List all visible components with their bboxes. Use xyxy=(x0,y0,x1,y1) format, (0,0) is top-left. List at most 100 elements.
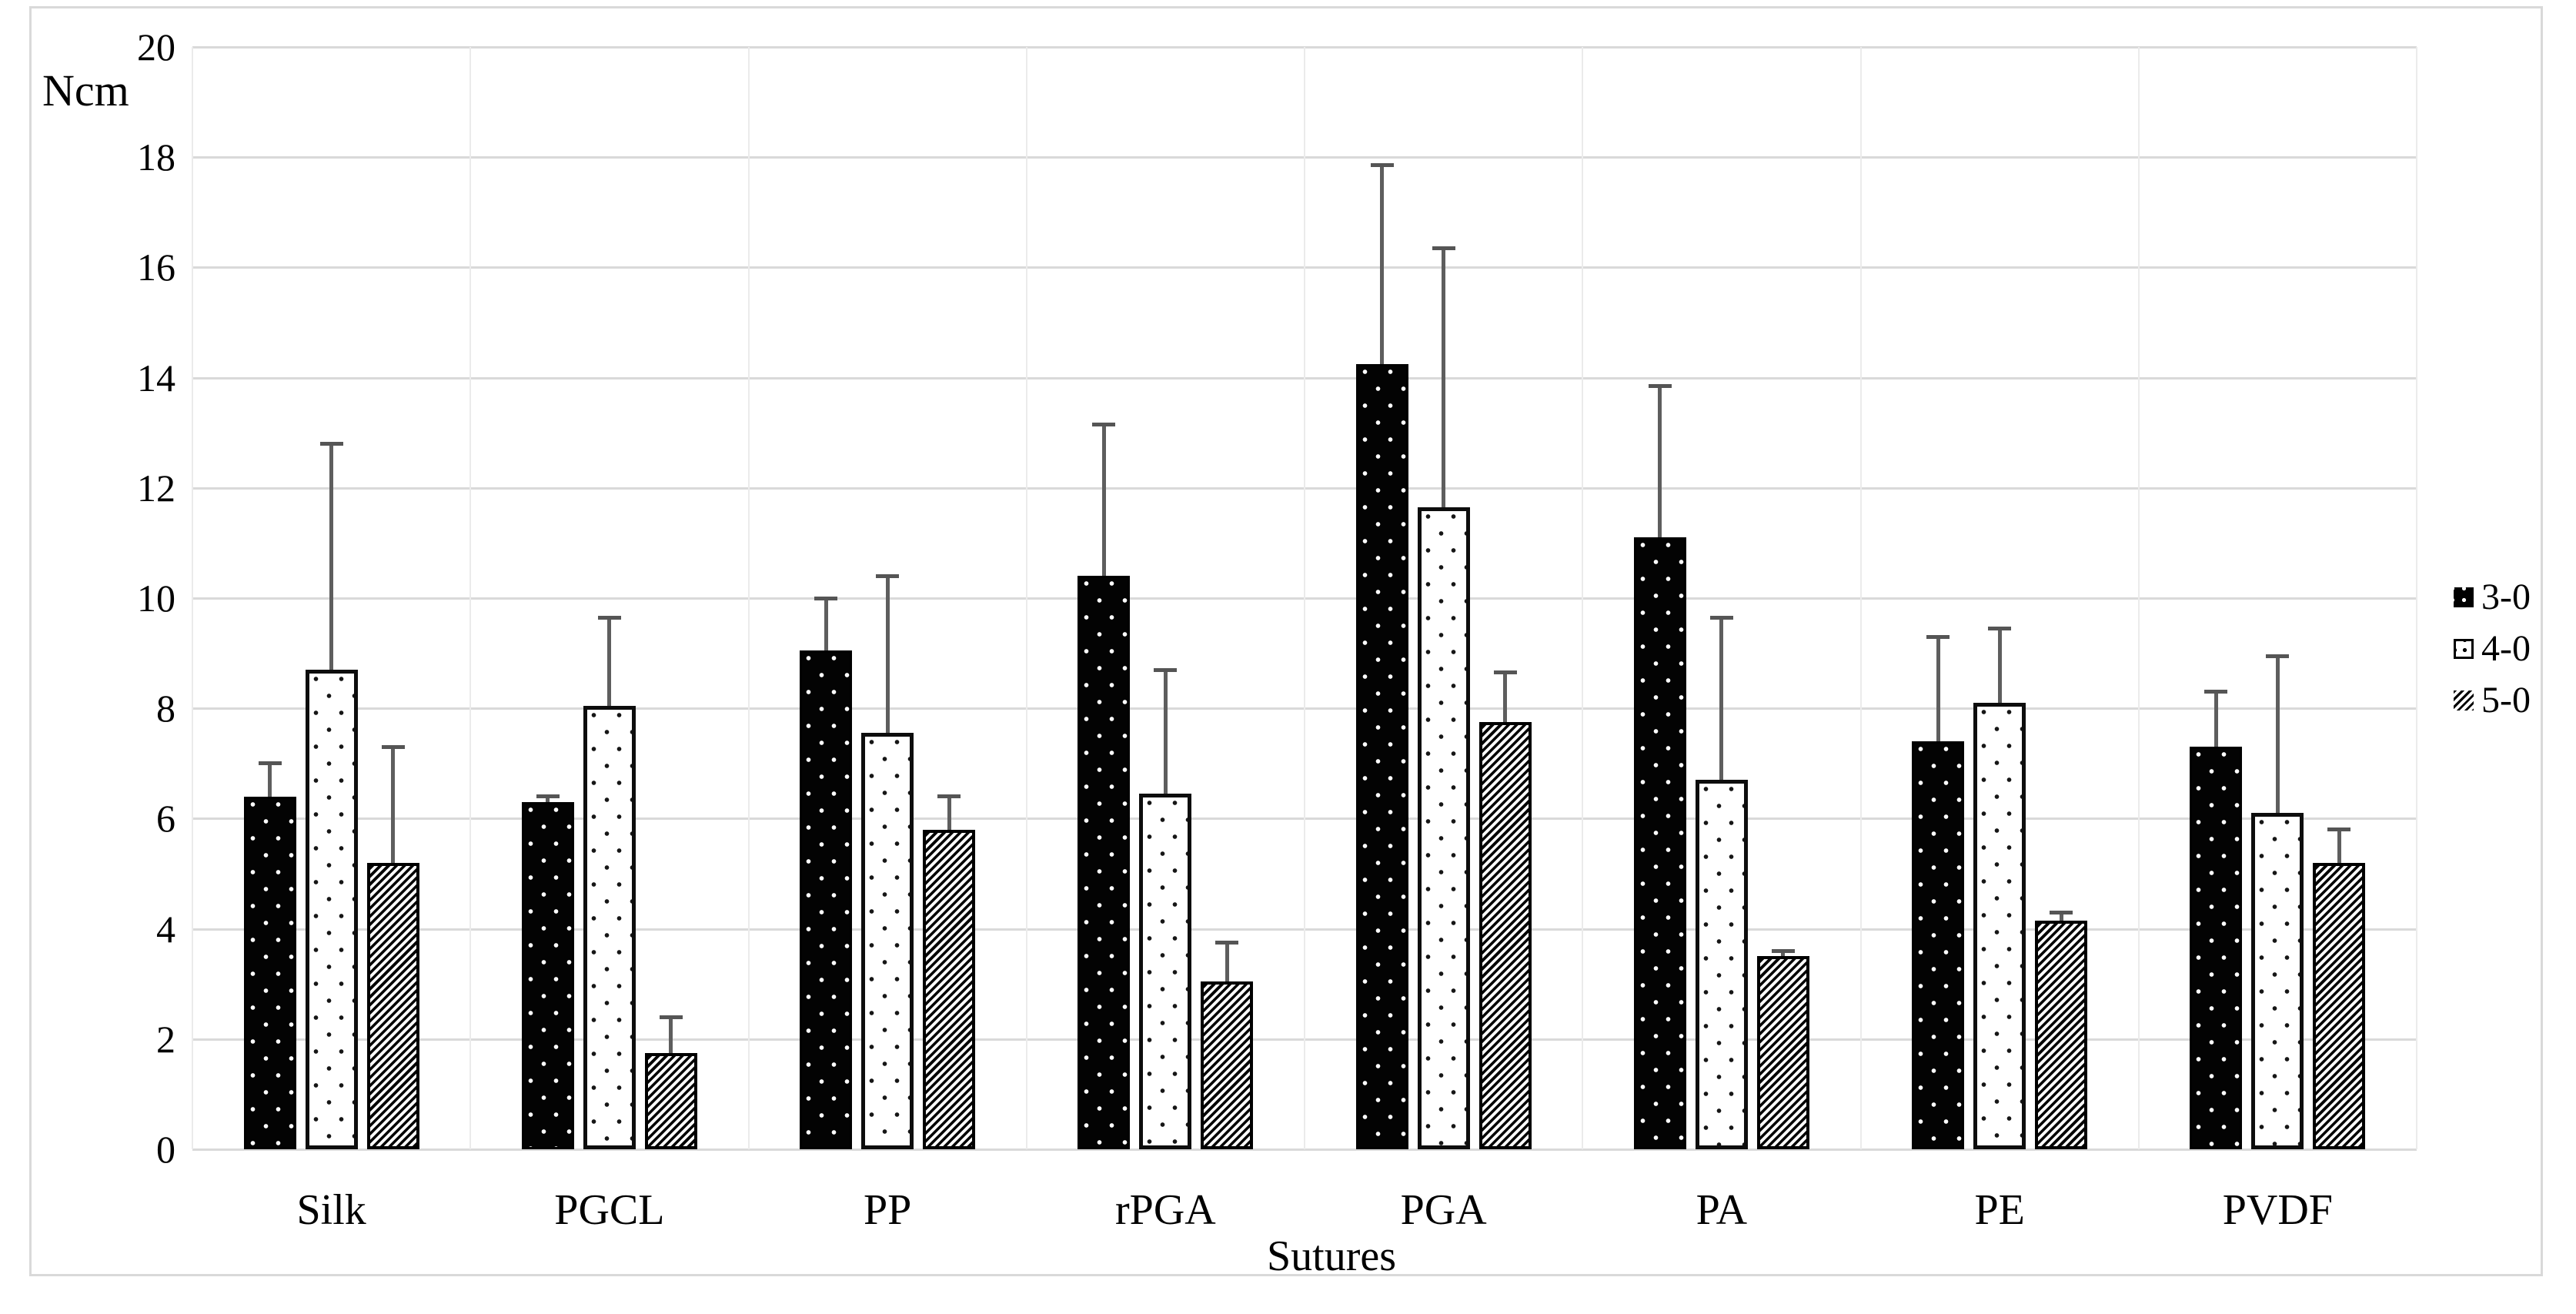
x-axis-category-label: PP xyxy=(863,1186,912,1234)
error-bar-cap-Silk-5-0 xyxy=(381,744,405,749)
bar-Silk-4-0 xyxy=(305,670,358,1149)
error-bar-cap-Silk-4-0 xyxy=(319,442,343,446)
y-axis-tick-label: 14 xyxy=(137,356,175,400)
error-bar-PGCL-3-0 xyxy=(546,796,550,802)
bar-rPGA-3-0 xyxy=(1078,576,1131,1149)
legend-item-3-0: 3-0 xyxy=(2454,571,2531,623)
bar-PVDF-3-0 xyxy=(2190,747,2243,1149)
error-bar-PGA-4-0 xyxy=(1442,248,1446,507)
error-bar-PE-5-0 xyxy=(2059,912,2063,921)
vertical-gridline xyxy=(1582,47,1584,1149)
error-bar-rPGA-4-0 xyxy=(1163,670,1168,794)
bar-PGA-3-0 xyxy=(1355,363,1408,1149)
error-bar-cap-PA-4-0 xyxy=(1709,615,1733,620)
x-axis-title: Sutures xyxy=(1267,1232,1396,1280)
error-bar-cap-PE-5-0 xyxy=(2050,910,2073,914)
bar-PE-5-0 xyxy=(2035,920,2088,1149)
error-bar-cap-PA-3-0 xyxy=(1648,383,1672,388)
horizontal-gridline xyxy=(192,1148,2417,1151)
vertical-gridline xyxy=(1025,47,1027,1149)
x-axis-category-label: PA xyxy=(1696,1186,1748,1234)
error-bar-PGA-3-0 xyxy=(1380,165,1385,364)
bar-rPGA-5-0 xyxy=(1201,981,1254,1149)
error-bar-cap-PGA-3-0 xyxy=(1370,163,1394,168)
vertical-gridline xyxy=(1859,47,1862,1149)
error-bar-PE-3-0 xyxy=(1936,637,1940,742)
error-bar-Silk-5-0 xyxy=(391,747,396,863)
legend-label: 5-0 xyxy=(2481,679,2531,721)
legend-label: 4-0 xyxy=(2481,627,2531,669)
y-axis-tick-label: 10 xyxy=(137,577,175,620)
x-axis-category-label: PVDF xyxy=(2222,1186,2333,1234)
error-bar-PE-4-0 xyxy=(1997,628,2002,704)
error-bar-cap-PVDF-3-0 xyxy=(2204,690,2228,694)
y-axis-tick-label: 18 xyxy=(137,135,175,179)
vertical-gridline xyxy=(469,47,472,1149)
bar-PVDF-5-0 xyxy=(2313,862,2366,1149)
error-bar-cap-PA-5-0 xyxy=(1771,948,1795,953)
x-axis-category-label: PE xyxy=(1974,1186,2025,1234)
bar-PGA-4-0 xyxy=(1417,507,1470,1149)
vertical-gridline xyxy=(1304,47,1305,1149)
error-bar-PVDF-3-0 xyxy=(2213,691,2218,747)
bar-Silk-5-0 xyxy=(366,862,419,1149)
error-bar-cap-PGA-5-0 xyxy=(1493,670,1517,675)
error-bar-PGCL-4-0 xyxy=(607,617,612,706)
legend-label: 3-0 xyxy=(2481,576,2531,617)
legend: 3-0 4-0 5-0 xyxy=(2454,571,2531,726)
vertical-gridline xyxy=(2137,47,2140,1149)
error-bar-PVDF-4-0 xyxy=(2275,656,2280,814)
error-bar-cap-rPGA-3-0 xyxy=(1092,422,1116,426)
error-bar-cap-PP-3-0 xyxy=(814,596,838,600)
legend-item-5-0: 5-0 xyxy=(2454,674,2531,726)
bar-PP-4-0 xyxy=(861,733,914,1149)
error-bar-cap-PE-3-0 xyxy=(1926,634,1950,639)
error-bar-cap-PGCL-3-0 xyxy=(536,794,560,799)
x-axis-category-label: Silk xyxy=(296,1186,366,1234)
y-axis-tick-label: 8 xyxy=(156,687,175,731)
vertical-gridline xyxy=(2416,47,2417,1149)
bar-PGCL-4-0 xyxy=(583,705,636,1149)
y-axis-tick-label: 2 xyxy=(156,1017,175,1061)
y-axis-tick-label: 16 xyxy=(137,246,175,289)
error-bar-PA-5-0 xyxy=(1781,951,1786,957)
error-bar-cap-rPGA-5-0 xyxy=(1215,941,1239,945)
bar-PP-5-0 xyxy=(923,829,976,1149)
bar-PA-5-0 xyxy=(1756,956,1809,1149)
error-bar-PVDF-5-0 xyxy=(2337,829,2341,863)
error-bar-Silk-3-0 xyxy=(268,763,272,797)
bar-PGCL-3-0 xyxy=(521,801,574,1149)
error-bar-PGA-5-0 xyxy=(1503,672,1508,723)
bar-PGCL-5-0 xyxy=(644,1052,697,1149)
legend-swatch-black-with-white-dots xyxy=(2454,587,2474,607)
error-bar-cap-PGA-4-0 xyxy=(1432,246,1455,250)
error-bar-PA-3-0 xyxy=(1658,386,1662,538)
error-bar-cap-PGCL-4-0 xyxy=(597,615,621,620)
bar-Silk-3-0 xyxy=(243,796,296,1149)
y-axis-unit-label: Ncm xyxy=(42,65,129,115)
x-axis-category-label: PGA xyxy=(1400,1186,1487,1234)
x-axis-category-label: rPGA xyxy=(1115,1186,1216,1234)
error-bar-PP-3-0 xyxy=(824,598,828,651)
bar-PGA-5-0 xyxy=(1478,722,1532,1149)
error-bar-PP-5-0 xyxy=(947,796,951,830)
bar-PE-4-0 xyxy=(1973,703,2026,1149)
bar-PP-3-0 xyxy=(800,650,853,1149)
bar-PE-3-0 xyxy=(1912,741,1965,1149)
y-axis-tick-label: 4 xyxy=(156,907,175,951)
error-bar-cap-PE-4-0 xyxy=(1988,626,2012,630)
error-bar-cap-PGCL-5-0 xyxy=(659,1015,683,1019)
y-axis-tick-label: 6 xyxy=(156,797,175,841)
legend-swatch-white-with-black-dots xyxy=(2454,638,2474,659)
bar-PA-4-0 xyxy=(1695,780,1748,1149)
legend-swatch-diagonal-stripes xyxy=(2454,690,2474,710)
error-bar-PGCL-5-0 xyxy=(669,1017,673,1053)
figure-border xyxy=(29,6,2543,1276)
error-bar-PA-4-0 xyxy=(1719,617,1724,781)
x-axis-category-label: PGCL xyxy=(554,1186,665,1234)
vertical-gridline xyxy=(747,47,750,1149)
legend-item-4-0: 4-0 xyxy=(2454,623,2531,674)
error-bar-cap-PVDF-5-0 xyxy=(2327,828,2351,832)
error-bar-rPGA-5-0 xyxy=(1225,942,1229,981)
error-bar-rPGA-3-0 xyxy=(1101,424,1106,577)
